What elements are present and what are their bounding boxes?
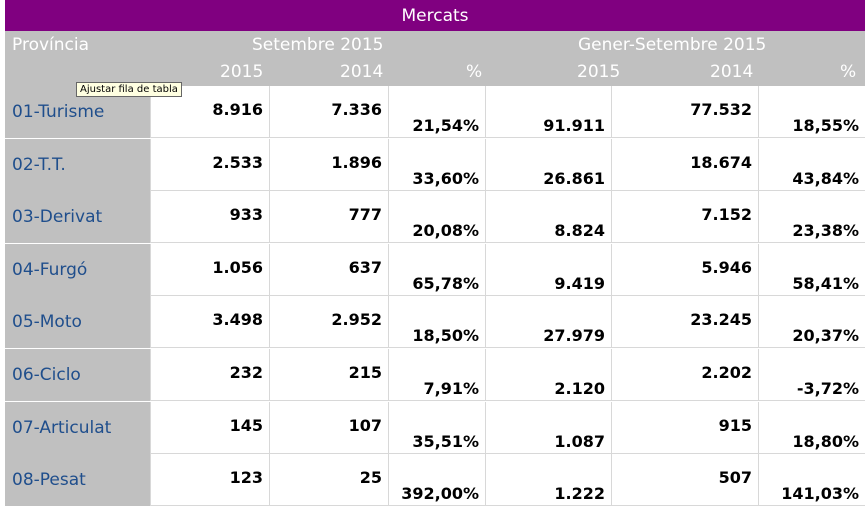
cell-sep-pct: 35,51% bbox=[388, 401, 485, 454]
group-header-september: Setembre 2015 bbox=[252, 34, 384, 55]
market-table: Mercats Província Setembre 2015 Gener-Se… bbox=[5, 0, 865, 508]
cell-ytd-pct: 23,38% bbox=[758, 191, 865, 244]
cell-ytd-2014: 77.532 bbox=[611, 86, 758, 138]
province-header: Província bbox=[12, 34, 90, 55]
cell-ytd-2015: 27.979 bbox=[485, 296, 611, 349]
cell-ytd-pct: 58,41% bbox=[758, 243, 865, 296]
row-label: 03-Derivat bbox=[5, 191, 150, 244]
cell-sep-2014: 215 bbox=[269, 349, 388, 401]
row-label: 05-Moto bbox=[5, 296, 150, 349]
cell-sep-2014: 2.952 bbox=[269, 296, 388, 349]
cell-ytd-pct: 20,37% bbox=[758, 296, 865, 349]
col-header-sep-2014: 2014 bbox=[340, 62, 384, 82]
cell-sep-2014: 107 bbox=[269, 401, 388, 454]
cell-sep-2014: 25 bbox=[269, 454, 388, 507]
cell-ytd-pct: 18,55% bbox=[758, 86, 865, 138]
cell-ytd-2014: 5.946 bbox=[611, 243, 758, 296]
cell-ytd-2015: 9.419 bbox=[485, 243, 611, 296]
table-row: 08-Pesat 123 25 392,00% 1.222 507 141,03% bbox=[5, 454, 865, 507]
cell-sep-2014: 7.336 bbox=[269, 86, 388, 138]
cell-sep-2014: 637 bbox=[269, 243, 388, 296]
cell-sep-2014: 777 bbox=[269, 191, 388, 244]
col-header-ytd-2015: 2015 bbox=[577, 62, 621, 82]
cell-sep-2015: 145 bbox=[150, 401, 269, 454]
cell-sep-pct: 21,54% bbox=[388, 86, 485, 138]
cell-ytd-2015: 26.861 bbox=[485, 138, 611, 191]
cell-ytd-2014: 2.202 bbox=[611, 349, 758, 401]
table-row: 05-Moto 3.498 2.952 18,50% 27.979 23.245 20,37… bbox=[5, 296, 865, 349]
group-header-jan-sep: Gener-Setembre 2015 bbox=[578, 34, 767, 55]
cell-ytd-2014: 7.152 bbox=[611, 191, 758, 244]
table-row: 03-Derivat 933 777 20,08% 8.824 7.152 23,38% bbox=[5, 191, 865, 244]
cell-sep-pct: 20,08% bbox=[388, 191, 485, 244]
cell-ytd-2015: 1.222 bbox=[485, 454, 611, 507]
row-label: 07-Articulat bbox=[5, 401, 150, 454]
cell-sep-pct: 392,00% bbox=[388, 454, 485, 507]
cell-sep-2015: 123 bbox=[150, 454, 269, 507]
row-label: 08-Pesat bbox=[5, 454, 150, 507]
cell-sep-2015: 2.533 bbox=[150, 138, 269, 191]
cell-sep-2015: 232 bbox=[150, 349, 269, 401]
header-row-2: 2015 2014 % 2015 2014 % bbox=[5, 58, 865, 86]
cell-sep-pct: 33,60% bbox=[388, 138, 485, 191]
cell-ytd-2015: 8.824 bbox=[485, 191, 611, 244]
cell-ytd-2014: 915 bbox=[611, 401, 758, 454]
cell-sep-2015: 8.916 bbox=[150, 86, 269, 138]
cell-ytd-pct: 141,03% bbox=[758, 454, 865, 507]
cell-ytd-2014: 507 bbox=[611, 454, 758, 507]
row-label: 02-T.T. bbox=[5, 138, 150, 191]
tooltip: Ajustar fila de tabla bbox=[76, 82, 182, 97]
cell-ytd-2015: 1.087 bbox=[485, 401, 611, 454]
cell-sep-2015: 3.498 bbox=[150, 296, 269, 349]
cell-sep-2015: 1.056 bbox=[150, 243, 269, 296]
table-row: 04-Furgó 1.056 637 65,78% 9.419 5.946 58,41% bbox=[5, 243, 865, 296]
table-title: Mercats bbox=[5, 0, 865, 31]
cell-ytd-2015: 91.911 bbox=[485, 86, 611, 138]
cell-ytd-2015: 2.120 bbox=[485, 349, 611, 401]
col-header-ytd-pct: % bbox=[840, 62, 857, 82]
header-row-1: Província Setembre 2015 Gener-Setembre 2… bbox=[5, 31, 865, 58]
cell-sep-pct: 18,50% bbox=[388, 296, 485, 349]
table-row: 07-Articulat 145 107 35,51% 1.087 915 18,80% bbox=[5, 401, 865, 454]
row-label: 04-Furgó bbox=[5, 243, 150, 296]
table-row: 02-T.T. 2.533 1.896 33,60% 26.861 18.674 43,84… bbox=[5, 138, 865, 191]
col-header-sep-2015: 2015 bbox=[220, 62, 264, 82]
table-row: 01-Turisme 8.916 7.336 21,54% 91.911 77.532 18… bbox=[5, 86, 865, 138]
cell-ytd-2014: 23.245 bbox=[611, 296, 758, 349]
cell-ytd-pct: -3,72% bbox=[758, 349, 865, 401]
cell-ytd-pct: 18,80% bbox=[758, 401, 865, 454]
col-header-ytd-2014: 2014 bbox=[710, 62, 754, 82]
row-label: 06-Ciclo bbox=[5, 349, 150, 401]
cell-ytd-2014: 18.674 bbox=[611, 138, 758, 191]
cell-ytd-pct: 43,84% bbox=[758, 138, 865, 191]
table-row: 06-Ciclo 232 215 7,91% 2.120 2.202 -3,72% bbox=[5, 349, 865, 401]
cell-sep-pct: 7,91% bbox=[388, 349, 485, 401]
cell-sep-2014: 1.896 bbox=[269, 138, 388, 191]
col-header-sep-pct: % bbox=[466, 62, 483, 82]
cell-sep-pct: 65,78% bbox=[388, 243, 485, 296]
cell-sep-2015: 933 bbox=[150, 191, 269, 244]
